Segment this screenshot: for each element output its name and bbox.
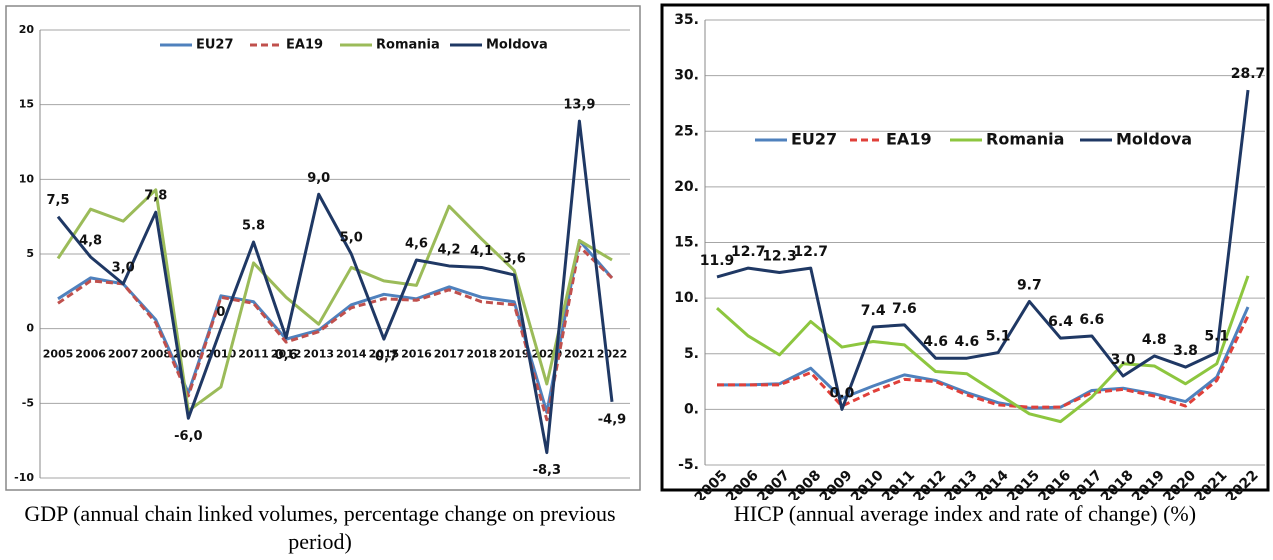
y-tick-label: 0.	[684, 401, 699, 417]
data-label: 7.4	[861, 303, 886, 319]
data-label: 12.3	[762, 249, 797, 265]
data-label: 13,9	[563, 98, 595, 113]
x-tick-label: 2008	[140, 348, 171, 361]
x-tick-label: 2007	[108, 348, 139, 361]
data-label: 4.8	[1142, 332, 1167, 348]
data-label: 4,1	[470, 244, 493, 259]
data-label: 11.9	[700, 253, 735, 269]
x-tick-label: 2012	[271, 348, 302, 361]
data-label: 5.8	[242, 219, 265, 234]
y-tick-label: 30.	[674, 68, 699, 84]
y-tick-label: -10	[14, 471, 34, 484]
y-tick-label: 5.	[684, 346, 699, 362]
y-tick-label: 15	[19, 98, 34, 111]
y-tick-label: 25.	[674, 123, 699, 139]
data-label: 7,5	[46, 193, 69, 208]
y-tick-label: 5	[26, 247, 34, 260]
series-line	[56, 119, 614, 455]
data-label: 0.0	[830, 385, 855, 401]
left-panel	[5, 5, 641, 491]
legend-label: Romania	[986, 130, 1064, 149]
data-label: 6.4	[1048, 314, 1073, 330]
data-label: 0	[216, 305, 225, 320]
legend-label: EA19	[286, 38, 323, 53]
data-label: 5.1	[986, 329, 1011, 345]
data-label: 6.6	[1079, 312, 1104, 328]
data-label: 12.7	[731, 244, 766, 260]
data-label: -8,3	[533, 463, 561, 478]
data-label: 4,6	[405, 236, 428, 251]
y-tick-label: 10.	[674, 290, 699, 306]
data-label: 4,8	[79, 233, 102, 248]
data-label: -4,9	[598, 412, 626, 427]
x-tick-label: 2022	[597, 348, 628, 361]
caption: HICP (annual average index and rate of c…	[733, 501, 1197, 526]
x-tick-label: 2022	[1223, 467, 1262, 500]
data-label: 0,6	[275, 348, 298, 363]
data-label: -6,0	[174, 429, 202, 444]
legend-label: Moldova	[486, 38, 548, 53]
data-label: 3.8	[1173, 343, 1198, 359]
x-tick-label: 2006	[75, 348, 106, 361]
series-line	[56, 188, 613, 413]
y-tick-label: 20	[19, 23, 35, 36]
y-tick-label: 20.	[674, 179, 699, 195]
y-tick-label: 35.	[674, 12, 699, 28]
data-label: 7,8	[144, 189, 167, 204]
x-tick-label: 2016	[401, 348, 432, 361]
caption: GDP (annual chain linked volumes, percen…	[24, 501, 616, 554]
data-label: 12.7	[793, 244, 828, 260]
legend-label: Moldova	[1116, 130, 1192, 149]
y-tick-label: 0	[26, 322, 34, 335]
x-tick-label: 2014	[336, 348, 367, 361]
data-label: 28.7	[1231, 66, 1266, 82]
data-label: 9,0	[307, 171, 330, 186]
data-label: -0,7	[370, 350, 398, 365]
x-tick-label: 2013	[303, 348, 334, 361]
x-tick-label: 2005	[43, 348, 74, 361]
y-tick-label: 15.	[674, 235, 699, 251]
data-label: 5,0	[340, 231, 363, 246]
data-label: 9.7	[1017, 277, 1042, 293]
series-line	[57, 245, 614, 422]
series-line	[717, 315, 1250, 409]
x-tick-label: 2015	[369, 348, 400, 361]
x-tick-label: 2019	[499, 348, 530, 361]
right-panel	[660, 3, 1270, 492]
legend-label: EU27	[791, 130, 837, 149]
y-tick-label: -5	[22, 396, 34, 409]
legend-label: EA19	[886, 130, 932, 149]
data-label: 5.1	[1204, 329, 1229, 345]
series-line	[716, 89, 1250, 411]
data-label: 7.6	[892, 301, 917, 317]
x-tick-label: 2017	[434, 348, 465, 361]
legend-label: EU27	[196, 38, 234, 53]
data-label: 3.0	[1111, 352, 1136, 368]
series-line	[716, 275, 1250, 424]
x-tick-label: 2011	[238, 348, 269, 361]
x-tick-label: 2021	[564, 348, 595, 361]
data-label: 3,0	[112, 260, 135, 275]
y-tick-label: 10	[19, 172, 35, 185]
legend-label: Romania	[376, 38, 440, 53]
data-label: 4,2	[438, 242, 461, 257]
data-label: 4.6	[923, 334, 948, 350]
series-line	[717, 306, 1250, 410]
data-label: 4.6	[954, 334, 979, 350]
data-label: 3,6	[503, 251, 526, 266]
y-tick-label: -5.	[678, 457, 699, 473]
x-tick-label: 2018	[466, 348, 497, 361]
